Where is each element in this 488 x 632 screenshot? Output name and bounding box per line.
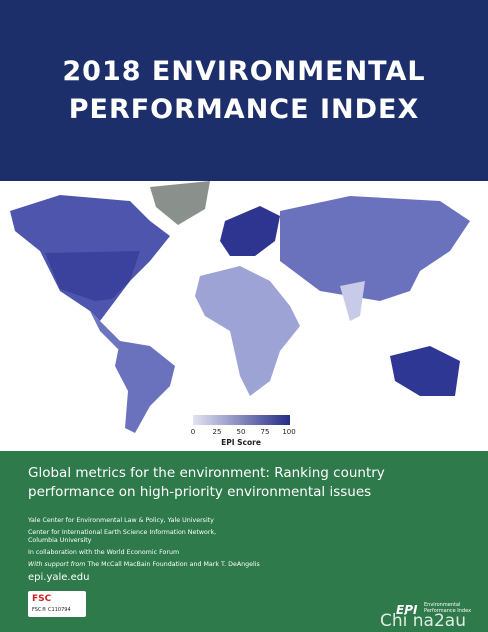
header: 2018 ENVIRONMENTAL PERFORMANCE INDEX xyxy=(0,0,488,181)
watermark: Chi na2au xyxy=(380,611,466,631)
australia xyxy=(390,346,460,396)
legend-tick: 75 xyxy=(261,428,270,436)
legend-tick: 50 xyxy=(237,428,246,436)
support-text: The McCall MacBain Foundation and Mark T… xyxy=(87,561,260,568)
legend-tick: 25 xyxy=(213,428,222,436)
footer: Global metrics for the environment: Rank… xyxy=(0,451,488,632)
asia xyxy=(280,196,470,301)
title-line: PERFORMANCE INDEX xyxy=(68,94,420,125)
europe xyxy=(220,206,280,256)
legend-tick: 0 xyxy=(191,428,195,436)
fsc-mark: FSC xyxy=(32,594,52,604)
fsc-logo: FSC FSC® C110794 xyxy=(28,591,86,617)
support-prefix: With support from xyxy=(28,561,86,568)
usa xyxy=(45,251,140,301)
legend-tick: 100 xyxy=(282,428,295,436)
legend-label: EPI Score xyxy=(221,438,261,447)
url: epi.yale.edu xyxy=(28,572,90,583)
fsc-code: FSC® C110794 xyxy=(32,607,71,613)
affiliation: Center for International Earth Science I… xyxy=(28,529,217,544)
affiliation: Yale Center for Environmental Law & Poli… xyxy=(28,517,214,524)
heading-line: performance on high-priority environment… xyxy=(28,484,372,500)
epi-logo: EPI xyxy=(396,603,418,617)
world-map: 0 25 50 75 100 EPI Score xyxy=(10,181,470,447)
heading-line: Global metrics for the environment: Rank… xyxy=(28,465,385,481)
greenland xyxy=(150,181,210,225)
india xyxy=(340,281,365,321)
epi-logo-text: Environmental Performance Index xyxy=(424,602,472,614)
support-line: With support from The McCall MacBain Fou… xyxy=(28,561,328,569)
africa xyxy=(195,266,300,396)
central-america xyxy=(90,311,125,349)
affiliation: In collaboration with the World Economic… xyxy=(28,549,180,556)
south-america xyxy=(115,341,175,433)
title-line: 2018 ENVIRONMENTAL xyxy=(62,56,426,87)
legend-scale xyxy=(193,415,290,425)
map-section: 0 25 50 75 100 EPI Score xyxy=(0,181,488,451)
